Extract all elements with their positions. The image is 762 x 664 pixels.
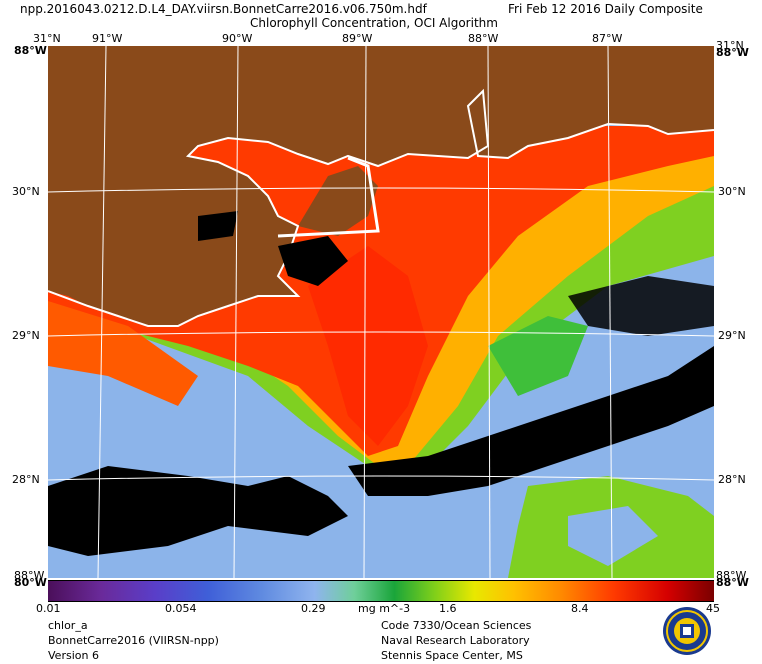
map-subtitle: Chlorophyll Concentration, OCI Algorithm [250,16,498,30]
composite-date: Fri Feb 12 2016 Daily Composite [508,2,703,16]
cloud-delta [278,236,348,286]
footer-version: Version 6 [48,649,99,662]
lon-label-88w: 88°W [468,32,499,45]
lat-label-29n-right: 29°N [718,329,746,342]
cloud-band-east [348,346,714,496]
colorbar-tick-3: 1.6 [439,602,457,615]
lat-label-28n-left: 28°N [12,473,40,486]
cloud-band-west [48,466,348,556]
lat-label-30n-right: 30°N [718,185,746,198]
graticule [48,46,714,578]
colorbar-tick-2: 0.29 [301,602,326,615]
footer-lab: Naval Research Laboratory [381,634,530,647]
corner-lat-bottom-left: 88°W [14,569,45,582]
lon-label-89w: 89°W [342,32,373,45]
corner-lon-top-right: 88°W [716,46,749,59]
lon-label-90w: 90°W [222,32,253,45]
corner-lat-top-right: 31°N [716,39,744,52]
corner-lon-bottom-right: 88°W [716,576,749,589]
colorbar-tick-0: 0.01 [36,602,61,615]
green-eddy [488,316,588,396]
delta-land [298,166,378,236]
cloud-streak [568,276,714,336]
colorbar [48,580,714,602]
colorbar-tick-4: 8.4 [571,602,589,615]
footer-region: BonnetCarre2016 (VIIRSN-npp) [48,634,219,647]
river-plume [308,246,428,446]
colorbar-unit: mg m^-3 [358,602,411,615]
corner-lon-top-left: 88°W [14,44,47,57]
clear-patch-south [568,506,658,566]
footer-code: Code 7330/Ocean Sciences [381,619,532,632]
lat-label-29n-left: 29°N [12,329,40,342]
nrl-seal-icon [662,606,712,656]
footer-product: chlor_a [48,619,88,632]
corner-lat-bottom-right: 88°W [716,569,747,582]
map-canvas [48,46,714,578]
plume-west [48,301,198,406]
land-mass [48,46,714,326]
footer-location: Stennis Space Center, MS [381,649,523,662]
lat-label-28n-right: 28°N [718,473,746,486]
chlorophyll-map [48,46,714,578]
lon-label-91w: 91°W [92,32,123,45]
colorbar-tick-1: 0.054 [165,602,197,615]
coastline [48,88,714,327]
lat-label-30n-left: 30°N [12,185,40,198]
corner-lon-bottom-left: 80°W [14,576,47,589]
file-name: npp.2016043.0212.D.L4_DAY.viirsn.BonnetC… [20,2,427,16]
delta-coastline [277,156,380,238]
cloud-lake [198,211,238,241]
lon-label-87w: 87°W [592,32,623,45]
corner-lat-top-left: 31°N [33,32,61,45]
colorbar-tick-5: 45 [706,602,720,615]
